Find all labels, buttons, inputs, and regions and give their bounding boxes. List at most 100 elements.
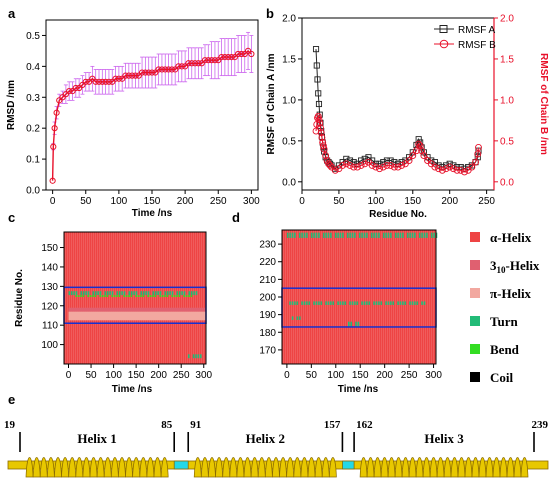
rmsf-b-point <box>322 152 330 160</box>
structure-spot <box>337 301 339 305</box>
rmsf-b-point <box>342 160 350 168</box>
structure-spot <box>118 295 121 298</box>
structure-spot <box>135 291 138 296</box>
structure-spot <box>178 291 181 296</box>
x-tick-label: 100 <box>111 196 128 207</box>
structure-spot <box>173 295 176 298</box>
structure-spot <box>128 291 131 296</box>
rmsf-a-point <box>350 159 357 166</box>
rmsd-point <box>215 57 222 64</box>
structure-spot <box>330 232 332 238</box>
rmsf-a-point <box>442 162 450 169</box>
rmsf-b-point <box>394 163 402 171</box>
helix-coil-turn <box>359 457 368 478</box>
x-tick-label: 50 <box>85 370 97 381</box>
structure-spot <box>378 232 380 238</box>
rmsf-b-point <box>331 166 339 174</box>
rmsf-b-point <box>461 168 468 176</box>
rmsf-b-point <box>472 158 479 166</box>
y-tick-label: 110 <box>42 321 58 332</box>
panel-a-ticks: 0 50 100 150 200 250 300 0.0 0.1 0.2 0.3 0.4 0.5 <box>26 31 260 207</box>
y-right-tick-label: 0.5 <box>500 136 514 147</box>
structure-spot <box>366 232 368 238</box>
rmsd-point <box>235 50 242 58</box>
helix-coil-turn <box>146 457 155 478</box>
rmsf-a-point <box>313 62 320 69</box>
rmsf-a-point <box>383 157 390 164</box>
structure-spot <box>325 301 327 305</box>
structure-spot <box>149 295 152 298</box>
panel-c-ticks: 0 50 100 150 200 250 300 100 110 120 130 140 150 <box>41 243 212 381</box>
residue-marker-label: 85 <box>161 419 173 431</box>
residue-marker-label: 239 <box>532 419 549 431</box>
y-right-tick-label: 2.0 <box>500 14 514 25</box>
legend-label: π-Helix <box>490 286 532 301</box>
y-tick-label: 230 <box>259 240 276 251</box>
rmsf-b-point <box>319 139 327 146</box>
structure-spot <box>142 295 145 298</box>
helix-coil-turn <box>279 457 287 478</box>
panel-label-b: b <box>266 6 274 21</box>
helix-coil-turn <box>429 457 438 478</box>
panel-b-ticks: 0 50 100 150 200 250 0.0 0.5 1.0 1.5 2.0 0.0 0.5 1.0 1… <box>282 14 514 208</box>
rmsd-point <box>72 84 79 92</box>
structure-spot <box>349 301 351 305</box>
helix-coil-turn <box>46 457 55 478</box>
structure-spot <box>152 291 155 296</box>
rmsd-point <box>191 60 199 67</box>
structure-band <box>68 311 206 321</box>
rmsd-point <box>82 78 89 85</box>
helix-coil-turn <box>82 457 91 478</box>
structure-spot <box>327 301 330 305</box>
rmsf-a-point <box>435 162 442 169</box>
structure-spot <box>351 232 354 238</box>
y-tick-label: 0.1 <box>26 155 40 166</box>
rmsf-line-a <box>315 49 479 170</box>
structure-spot <box>166 295 169 298</box>
panel-a-xlabel: Time /ns <box>132 208 173 219</box>
rmsd-point <box>168 66 175 73</box>
rmsf-a-point <box>402 157 409 164</box>
rmsd-point <box>162 66 169 73</box>
structure-spot <box>137 295 140 298</box>
structure-spot <box>306 232 308 238</box>
x-tick-label: 250 <box>478 196 495 207</box>
structure-spot <box>426 232 428 238</box>
structure-spot <box>187 354 190 359</box>
rmsf-b-point <box>383 161 391 169</box>
structure-spot <box>414 301 416 305</box>
structure-spot <box>303 232 306 238</box>
structure-spot <box>183 295 186 298</box>
structure-band <box>68 307 206 312</box>
structure-spot <box>402 301 404 305</box>
panel-b-marks <box>312 46 482 176</box>
panel-d-ticks: 0 50 100 150 200 250 300 170 180 190 200 210 220 230 <box>259 240 442 381</box>
structure-spot <box>133 291 135 296</box>
rmsd-point <box>228 53 235 61</box>
legend-label-a: RMSF A <box>458 25 496 36</box>
structure-spot <box>171 291 174 296</box>
structure-spot <box>308 301 311 305</box>
x-tick-label: 150 <box>128 370 145 381</box>
rmsf-b-point <box>379 163 387 171</box>
rmsd-point <box>79 81 86 89</box>
rmsd-point <box>185 60 192 67</box>
structure-spot <box>361 301 363 305</box>
residue-marker-label: 162 <box>356 419 373 431</box>
panel-c-dssp: 0 50 100 150 200 250 300 100 110 120 130 140 150 Tim… <box>14 231 213 395</box>
rmsf-b-point <box>416 142 424 150</box>
rmsf-b-point <box>446 163 454 171</box>
x-tick-label: 200 <box>441 196 458 207</box>
helix-coil-turn <box>132 457 141 478</box>
structure-spot <box>188 295 190 298</box>
rmsd-point <box>138 69 146 76</box>
rmsf-a-point <box>365 154 372 161</box>
helix-label: Helix 2 <box>246 431 285 446</box>
structure-spot <box>414 232 416 238</box>
helix-coil-turn <box>68 457 77 478</box>
helix-coil-turn <box>293 457 302 478</box>
rmsf-b-point <box>326 161 334 169</box>
rmsd-point <box>76 84 83 92</box>
structure-spot <box>387 301 390 305</box>
rmsf-b-point <box>323 157 331 164</box>
